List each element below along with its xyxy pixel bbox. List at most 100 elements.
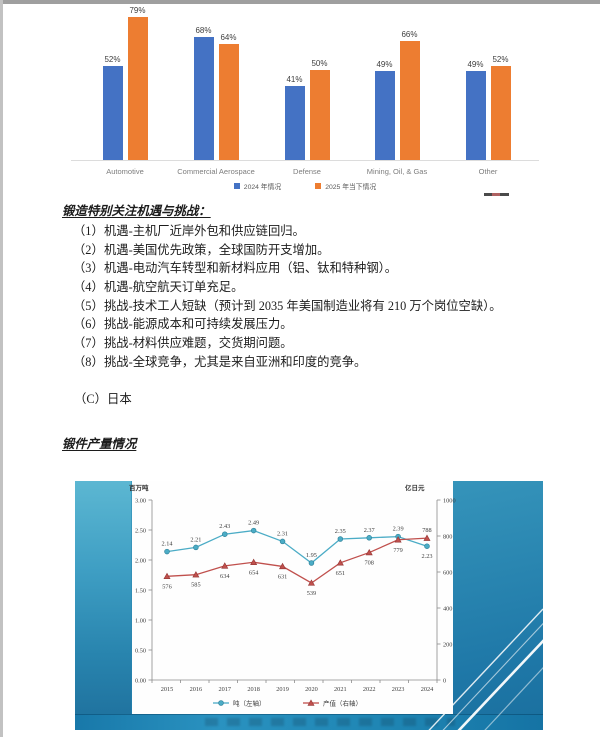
marker-triangle-icon bbox=[336, 559, 344, 566]
slide-left-panel bbox=[75, 481, 131, 730]
bar-value-label: 50% bbox=[311, 58, 328, 68]
year-label: 2019 bbox=[276, 686, 289, 693]
marker-triangle-icon bbox=[163, 572, 171, 580]
list-item: （4） 机遇-航空航天订单充足。 bbox=[73, 278, 573, 297]
production-slide: 3.00 2.50 2.00 1.50 1.00 0.50 0.00 1000 800 600 40… bbox=[75, 481, 543, 730]
marker-triangle-icon bbox=[307, 579, 315, 586]
right-tick-label: 800 bbox=[443, 533, 452, 540]
item-number: （7） bbox=[73, 336, 104, 351]
left-tick-label: 3.00 bbox=[135, 497, 146, 504]
item-text: 机遇-美国优先政策，全球国防开支增加。 bbox=[104, 242, 330, 257]
bar-chart-legend: 2024 年情况 2025 年当下情况 bbox=[63, 181, 547, 191]
bar bbox=[102, 65, 123, 160]
list-item: （6） 挑战-能源成本和可持续发展压力。 bbox=[73, 315, 573, 334]
slide-bottom-bar bbox=[75, 714, 543, 730]
item-text: 挑战-技术工人短缺（预计到 2035 年美国制造业将有 210 万个岗位空缺）。 bbox=[104, 298, 502, 313]
left-tick-label: 1.00 bbox=[135, 617, 146, 624]
marker-circle-icon bbox=[279, 538, 286, 545]
production-line-chart: 3.00 2.50 2.00 1.50 1.00 0.50 0.00 1000 800 600 40… bbox=[129, 483, 456, 707]
numbered-list: （1） 机遇-主机厂近岸外包和供应链回归。 （2） 机遇-美国优先政策，全球国防开支增… bbox=[73, 222, 573, 372]
point-label: 576 bbox=[162, 583, 171, 590]
bar-value-label: 49% bbox=[467, 60, 484, 70]
point-label: 2.43 bbox=[219, 523, 230, 530]
bar-value-label: 68% bbox=[195, 25, 212, 35]
point-label: 2.37 bbox=[364, 527, 375, 534]
item-number: （3） bbox=[73, 261, 104, 276]
bar bbox=[374, 71, 395, 160]
bar-value-label: 52% bbox=[104, 54, 121, 64]
left-tick-label: 2.00 bbox=[135, 557, 146, 564]
point-label: 2.31 bbox=[277, 530, 288, 537]
item-number: （6） bbox=[73, 317, 104, 332]
list-item: （7） 挑战-材料供应难题，交货期问题。 bbox=[73, 334, 573, 353]
series-line bbox=[166, 537, 428, 584]
slide-watermark-smudge bbox=[205, 718, 455, 726]
list-item: （8） 挑战-全球竞争，尤其是来自亚洲和印度的竞争。 bbox=[73, 353, 573, 372]
point-label: 2.23 bbox=[421, 553, 432, 560]
item-text: 机遇-航空航天订单充足。 bbox=[104, 280, 244, 295]
point-label: 788 bbox=[422, 527, 431, 534]
year-label: 2023 bbox=[392, 686, 405, 693]
left-tick-label: 1.50 bbox=[135, 587, 146, 594]
category-label: Other bbox=[478, 167, 498, 176]
point-label: 2.39 bbox=[393, 526, 404, 533]
left-tick-label: 0.50 bbox=[135, 647, 146, 654]
right-tick-label: 400 bbox=[443, 605, 452, 612]
point-label: 2.49 bbox=[248, 520, 259, 527]
bar bbox=[309, 69, 330, 160]
category-label: Commercial Aerospace bbox=[177, 167, 255, 176]
point-label: 654 bbox=[249, 569, 259, 576]
legend-item-2025: 2025 年当下情况 bbox=[315, 181, 376, 191]
year-label: 2017 bbox=[218, 686, 231, 693]
legend-label: 产值（右轴） bbox=[323, 698, 362, 707]
bar bbox=[127, 17, 148, 160]
year-label: 2015 bbox=[161, 686, 174, 693]
right-axis-title: 亿日元 bbox=[405, 483, 425, 492]
bar bbox=[399, 40, 420, 160]
right-tick-label: 1000 bbox=[443, 497, 456, 504]
production-heading: 锻件产量情况 bbox=[62, 437, 137, 451]
category-label: Mining, Oil, & Gas bbox=[366, 167, 428, 176]
legend-marker-circle-icon bbox=[218, 700, 224, 706]
category-label: Defense bbox=[293, 167, 321, 176]
point-label: 2.35 bbox=[335, 528, 346, 535]
item-number: （5） bbox=[73, 298, 104, 313]
opportunities-challenges-heading: 锻造特别关注机遇与挑战： bbox=[62, 204, 211, 218]
bar bbox=[465, 71, 486, 160]
bar-value-label: 79% bbox=[129, 6, 146, 15]
bar bbox=[218, 44, 239, 160]
marker-circle-icon bbox=[337, 536, 344, 542]
right-tick-label: 600 bbox=[443, 569, 452, 576]
left-tick-label: 2.50 bbox=[135, 527, 146, 534]
forging-market-bar-chart: 52% 79% Automotive 68% 64% Commercial Aerospa… bbox=[63, 4, 547, 194]
bar-value-label: 49% bbox=[376, 60, 393, 70]
right-tick-label: 0 bbox=[443, 677, 446, 684]
marker-triangle-icon bbox=[192, 571, 200, 578]
legend-label: 2024 年情况 bbox=[243, 184, 282, 191]
item-text: 挑战-能源成本和可持续发展压力。 bbox=[104, 317, 293, 332]
diagonal-streaks bbox=[428, 608, 543, 730]
marker-triangle-icon bbox=[365, 548, 373, 556]
marker-circle-icon bbox=[424, 543, 430, 549]
list-item: （3） 机遇-电动汽车转型和新材料应用（铝、钛和特种钢）。 bbox=[73, 259, 573, 278]
marker-circle-icon bbox=[308, 560, 315, 566]
point-label: 2.21 bbox=[190, 536, 201, 543]
bar bbox=[284, 85, 305, 160]
left-tick-label: 0.00 bbox=[135, 677, 146, 684]
item-number: （4） bbox=[73, 280, 104, 295]
legend-swatch-orange-icon bbox=[315, 183, 322, 189]
point-label: 1.95 bbox=[306, 552, 317, 559]
point-label: 585 bbox=[191, 582, 200, 589]
point-label: 708 bbox=[364, 560, 373, 567]
point-label: 631 bbox=[278, 573, 287, 580]
page-left-edge bbox=[0, 0, 3, 737]
item-number: （1） bbox=[73, 224, 104, 238]
marker-triangle-icon bbox=[394, 536, 402, 543]
category-label: Automotive bbox=[106, 167, 144, 176]
marker-circle-icon bbox=[193, 544, 199, 551]
list-item: （2） 机遇-美国优先政策，全球国防开支增加。 bbox=[73, 241, 573, 260]
bar-value-label: 52% bbox=[492, 54, 509, 64]
bar-value-label: 66% bbox=[401, 29, 418, 39]
legend-label: 2025 年当下情况 bbox=[325, 184, 377, 191]
year-label: 2021 bbox=[334, 686, 347, 693]
